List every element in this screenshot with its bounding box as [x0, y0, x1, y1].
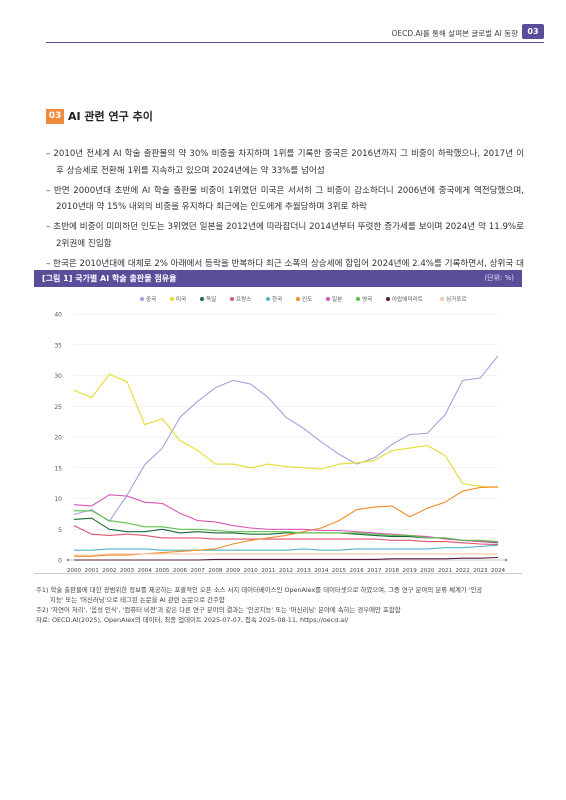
series-line [74, 486, 499, 557]
x-tick-label: 2005 [155, 568, 170, 573]
x-tick-label: 2017 [367, 568, 382, 573]
x-tick-label: 2008 [208, 568, 223, 573]
legend-label: 중국 [146, 296, 156, 303]
legend-marker [440, 297, 444, 301]
x-tick-label: 2015 [332, 568, 347, 573]
y-tick-label: 35 [54, 342, 62, 349]
note-line: 지능' 또는 '머신러닝'으로 태그된 논문을 AI 관련 논문으로 간주함 [50, 596, 225, 604]
legend-marker [386, 297, 390, 301]
x-tick-label: 2010 [244, 568, 259, 573]
x-tick-label: 2016 [350, 568, 365, 573]
legend-label: 영국 [362, 295, 372, 303]
x-tick-label: 2009 [226, 568, 241, 573]
x-tick-label: 2013 [297, 568, 312, 573]
legend-marker [296, 297, 300, 301]
y-tick-label: 20 [54, 435, 62, 442]
series-line [73, 494, 499, 543]
note-line: 자료: OECD.AI(2025), OpenAlex의 데이터, 최종 업데이… [36, 616, 349, 624]
page-number-badge: 03 [522, 24, 544, 39]
legend-label: 아랍에미리트 [392, 295, 423, 303]
x-tick-label: 2020 [420, 568, 435, 573]
chart-container: 0 5 10 15 20 25 30 35 40 2000 2001 2002 2003 2004 2005… [34, 287, 522, 574]
section-number: 03 [46, 109, 64, 124]
x-tick-label: 2022 [456, 568, 470, 573]
y-tick-label: 10 [54, 496, 62, 503]
x-tick-label: 2007 [191, 568, 206, 573]
series-line [74, 556, 499, 561]
legend-label: 인도 [302, 296, 312, 303]
y-tick-label: 5 [58, 527, 62, 534]
figure-unit: (단위: %) [484, 274, 514, 282]
x-tick-label: 2006 [173, 568, 188, 573]
legend-marker [170, 297, 174, 301]
figure-notes: 주1) 학술 출판물에 대한 광범위한 정보를 제공하는 포괄적인 오픈 소스 … [36, 585, 526, 625]
legend-marker [140, 297, 144, 301]
series-line [73, 355, 499, 522]
note-line: 주2) '자연어 처리', '음성 인식', '컴퓨터 비전'과 같은 다른 연… [36, 606, 401, 614]
x-tick-label: 2024 [491, 568, 506, 573]
legend-label: 싱가포르 [446, 295, 467, 303]
header-title: OECD.AI를 통해 살펴본 글로벌 AI 동향 [391, 29, 518, 38]
legend-marker [230, 297, 234, 301]
x-tick-label: 2021 [438, 568, 453, 573]
x-tick-label: 2001 [85, 568, 100, 573]
x-tick-label: 2002 [102, 568, 116, 573]
legend-marker [266, 297, 270, 301]
bullet-item: – 초반에 비중이 미미하던 인도는 3위였던 일본을 2012년에 따라잡더니… [46, 222, 524, 249]
x-axis-end-dot [504, 558, 508, 562]
x-tick-label: 2014 [314, 568, 329, 573]
bullet-item: – 2010년 전세계 AI 학술 출판물의 약 30% 비중을 차지하며 1위… [46, 149, 524, 176]
x-tick-label: 2011 [261, 568, 276, 573]
x-tick-label: 2004 [138, 568, 153, 573]
y-tick-label: 30 [54, 373, 62, 380]
legend-label: 독일 [206, 295, 216, 303]
header-divider [46, 42, 544, 43]
figure-title-bar: [그림 1] 국가별 AI 학술 출판물 점유율 (단위: %) [34, 270, 522, 287]
legend-marker [326, 297, 330, 301]
series-line [74, 553, 498, 556]
share-line-chart: 0 5 10 15 20 25 30 35 40 2000 2001 2002 2003 2004 2005… [54, 295, 508, 574]
legend-marker [200, 297, 204, 301]
legend-label: 미국 [176, 295, 186, 303]
legend-label: 프랑스 [236, 296, 251, 303]
bullet-item: – 반면 2000년대 초반에 AI 학술 출판물 비중이 1위였던 미국은 서… [46, 185, 524, 213]
series-line [73, 525, 499, 546]
series-line [73, 373, 499, 488]
x-tick-label: 2023 [473, 568, 488, 573]
legend-label: 일본 [332, 295, 342, 303]
x-tick-label: 2000 [67, 568, 82, 573]
legend-label: 한국 [272, 296, 282, 303]
x-tick-label: 2012 [279, 568, 293, 573]
note-line: 주1) 학술 출판물에 대한 광범위한 정보를 제공하는 포괄적인 오픈 소스 … [36, 586, 483, 594]
x-tick-label: 2003 [120, 568, 135, 573]
x-tick-label: 2018 [385, 568, 400, 573]
y-tick-label: 15 [54, 465, 62, 472]
x-axis-start-dot [66, 558, 70, 562]
y-tick-label: 40 [54, 312, 62, 319]
section-title: AI 관련 연구 추이 [68, 110, 153, 123]
y-tick-label: 25 [54, 404, 62, 411]
series-line [74, 544, 499, 551]
legend-marker [356, 297, 360, 301]
x-tick-label: 2019 [403, 568, 418, 573]
figure-title: [그림 1] 국가별 AI 학술 출판물 점유율 [42, 274, 177, 283]
y-tick-label: 0 [58, 558, 62, 565]
series-line [74, 510, 499, 543]
